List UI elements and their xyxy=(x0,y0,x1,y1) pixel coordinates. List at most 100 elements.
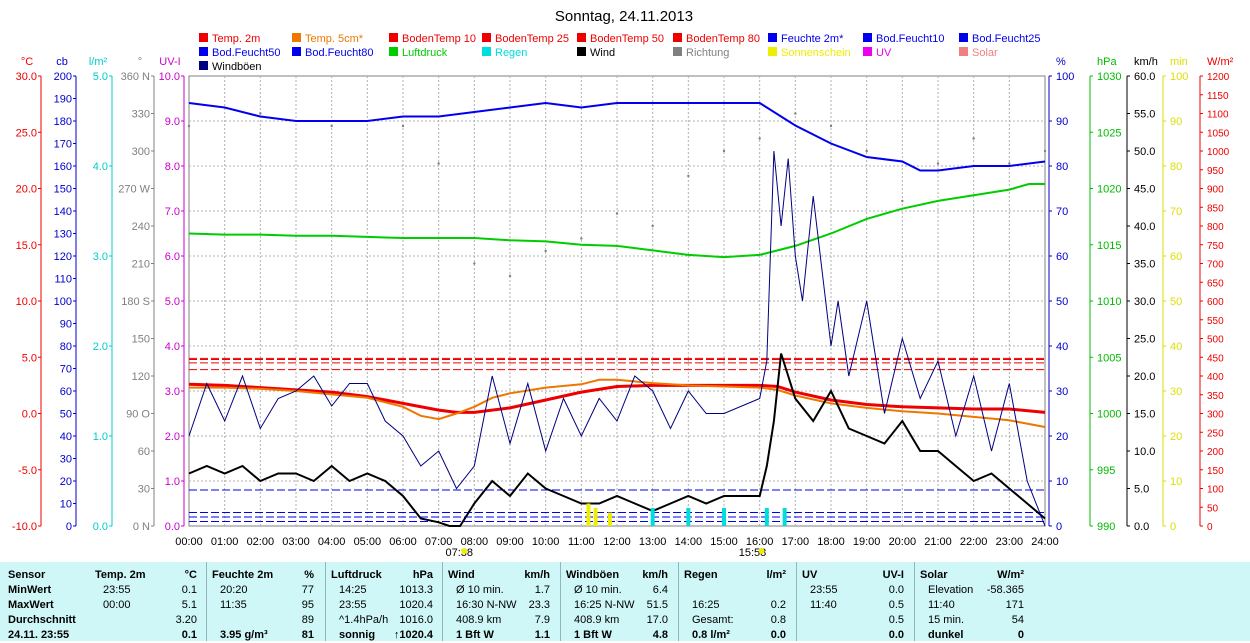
y-tick-label: 1025 xyxy=(1097,127,1121,139)
stats-column-header: Wind xyxy=(448,569,475,581)
direction-point xyxy=(437,162,440,165)
legend-label: BodenTemp 10 xyxy=(402,33,476,45)
y-tick-label: 1000 xyxy=(1097,409,1121,421)
x-tick-label: 11:00 xyxy=(568,536,595,548)
y-tick-label: 90 xyxy=(1056,116,1068,128)
y-tick-label: 60 xyxy=(1170,251,1182,263)
y-tick-label: 30 xyxy=(138,484,150,496)
legend-swatch xyxy=(577,33,586,42)
x-tick-label: 21:00 xyxy=(924,536,952,548)
direction-point xyxy=(651,224,654,228)
x-tick-label: 10:00 xyxy=(532,536,560,548)
y-tick-label: 120 xyxy=(54,251,72,263)
y-tick-label: 40 xyxy=(1170,341,1182,353)
direction-point xyxy=(1008,162,1011,165)
stats-value: 1020.4 xyxy=(399,599,433,611)
axis-unit-label: hPa xyxy=(1097,56,1117,68)
y-tick-label: 90 xyxy=(1170,116,1182,128)
direction-point xyxy=(972,137,975,140)
stats-value: 95 xyxy=(301,599,314,611)
series-luftdruck xyxy=(188,183,1045,259)
y-tick-label: 9.0 xyxy=(165,116,180,128)
stats-time: 23:55 xyxy=(810,584,838,596)
stats-time: Ø 10 min. xyxy=(456,584,504,596)
stats-column: Luftdruck hPa 14:25 1013.3 23:55 1020.4 ^1.4hP… xyxy=(331,562,439,641)
legend-swatch xyxy=(482,47,491,56)
legend-label: BodenTemp 80 xyxy=(686,33,760,45)
y-tick-label: 0 N xyxy=(133,521,150,533)
stats-column: Feuchte 2m% 20:20 77 11:35 95 89 3.95 g/m³ 81 xyxy=(212,562,320,641)
y-tick-label: 360 N xyxy=(121,71,150,83)
y-tick-label: 1030 xyxy=(1097,71,1121,83)
direction-point xyxy=(722,149,726,153)
x-tick-label: 23:00 xyxy=(996,536,1024,548)
y-tick-label: 8.0 xyxy=(165,161,180,173)
y-tick-label: 25.0 xyxy=(16,127,37,139)
stats-column: Temp. 2m °C 23:55 0.1 00:00 5.1 3.20 0.1 xyxy=(95,562,203,641)
y-tick-label: 70 xyxy=(60,364,72,376)
stats-value: 3.20 xyxy=(175,614,197,626)
stats-row-label: 24.11. 23:55 xyxy=(8,629,70,641)
y-tick-label: 200 xyxy=(54,71,72,83)
y-tick-label: 0.0 xyxy=(1134,521,1149,533)
axis-unit-label: ° xyxy=(138,56,142,68)
stats-value: 5.1 xyxy=(181,599,197,611)
stats-value: 0.5 xyxy=(888,599,904,611)
y-tick-label: 7.0 xyxy=(165,206,180,218)
y-tick-label: 20 xyxy=(1056,431,1068,443)
y-tick-label: 0.0 xyxy=(22,409,37,421)
y-tick-label: 0.0 xyxy=(93,521,108,533)
stats-time: 20:20 xyxy=(220,584,248,596)
y-tick-label: 2.0 xyxy=(165,431,180,443)
y-tick-label: 1020 xyxy=(1097,184,1121,196)
y-tick-label: 1050 xyxy=(1207,128,1230,139)
y-tick-label: -10.0 xyxy=(12,521,37,533)
stats-row-label: MaxWert xyxy=(8,599,54,611)
legend-swatch xyxy=(959,33,968,42)
stats-value: 0.1 xyxy=(181,629,197,641)
stats-time: 11:40 xyxy=(928,599,955,611)
legend-label: Luftdruck xyxy=(402,47,448,59)
y-tick-label: 4.0 xyxy=(165,341,180,353)
stats-column: Regen l/m² 16:25 0.2 Gesamt: 0.8 0.8 l/m² 0.0 xyxy=(684,562,792,641)
stats-column-header: Feuchte 2m xyxy=(212,569,274,581)
y-tick-label: 950 xyxy=(1207,166,1224,177)
rain-bar xyxy=(764,508,769,526)
y-tick-label: 650 xyxy=(1207,278,1224,289)
rain-bar xyxy=(650,508,655,526)
y-tick-label: 750 xyxy=(1207,241,1224,252)
x-tick-label: 01:00 xyxy=(211,536,239,548)
direction-point xyxy=(687,174,690,178)
legend-label: BodenTemp 50 xyxy=(590,33,664,45)
y-tick-label: 15.0 xyxy=(16,240,37,252)
stats-separator xyxy=(678,562,679,641)
stats-value: 81 xyxy=(301,629,314,641)
stats-time: 11:35 xyxy=(220,599,247,611)
chart-title: Sonntag, 24.11.2013 xyxy=(555,8,693,25)
axis-unit-label: UV-I xyxy=(159,56,180,68)
direction-point xyxy=(187,124,191,128)
axis-unit-label: km/h xyxy=(1134,56,1158,68)
stats-column-header: Solar xyxy=(920,569,948,581)
axis-unit-label: cb xyxy=(56,56,68,68)
y-tick-label: 900 xyxy=(1207,185,1224,196)
series-temp-2m xyxy=(188,382,1046,414)
y-tick-label: 0.0 xyxy=(165,521,180,533)
legend-swatch xyxy=(482,33,491,42)
y-tick-label: 10.0 xyxy=(1134,446,1155,458)
series-temp-5cm xyxy=(189,378,1046,428)
axis-unit-label: % xyxy=(1056,56,1066,68)
sunshine-bar xyxy=(607,512,612,526)
y-tick-label: 40 xyxy=(1056,341,1068,353)
stats-time: Ø 10 min. xyxy=(574,584,622,596)
stats-time: 16:25 xyxy=(692,599,720,611)
y-tick-label: 20.0 xyxy=(1134,371,1155,383)
stats-time: 408.9 km xyxy=(456,614,502,626)
y-tick-label: 70 xyxy=(1170,206,1182,218)
x-tick-label: 24:00 xyxy=(1031,536,1059,548)
y-tick-label: 100 xyxy=(54,296,72,308)
direction-point xyxy=(936,162,940,165)
legend-swatch xyxy=(292,47,301,56)
stats-time: Elevation xyxy=(928,584,974,596)
y-tick-label: 500 xyxy=(1207,335,1224,346)
